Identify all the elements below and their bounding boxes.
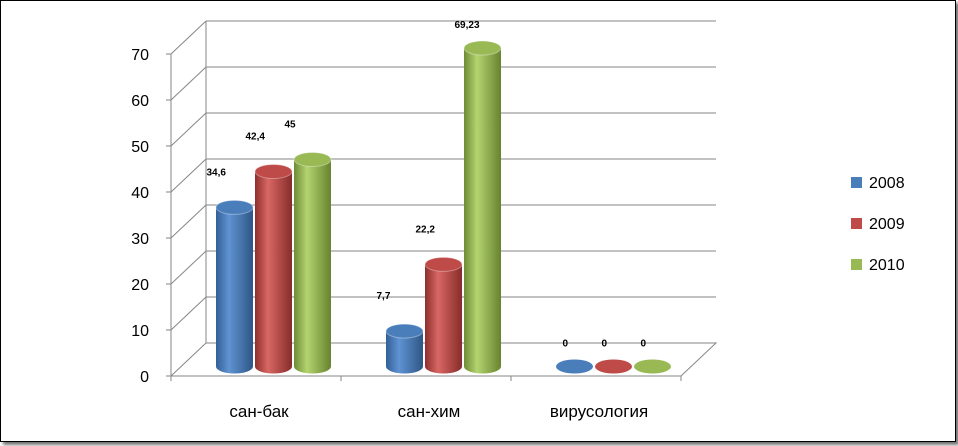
data-label: 45	[285, 120, 297, 131]
x-category-label: вирусология	[550, 402, 648, 421]
data-label: 7,7	[377, 291, 391, 302]
bar-base	[556, 359, 593, 374]
bar-base	[634, 359, 671, 374]
y-tick-label: 40	[131, 185, 149, 202]
bar-base	[595, 359, 632, 374]
y-tick-label: 60	[131, 93, 149, 110]
bar-2009-0	[254, 163, 293, 374]
legend-label: 2009	[869, 216, 905, 233]
bar-top	[215, 199, 254, 215]
legend-swatch	[851, 259, 862, 270]
legend: 2008 2009 2010	[851, 175, 905, 274]
bar-top	[254, 163, 293, 179]
data-label: 22,2	[416, 224, 436, 235]
gridline-side	[170, 296, 207, 331]
data-label: 0	[602, 339, 608, 350]
bar-2008-1	[385, 323, 424, 374]
bar-2010-0	[293, 152, 332, 374]
bar-top	[424, 256, 463, 272]
gridline-side	[170, 20, 207, 55]
bar-top	[463, 40, 502, 56]
data-label: 0	[563, 339, 569, 350]
bar-body	[425, 264, 462, 374]
legend-label: 2008	[869, 175, 905, 192]
y-tick-label: 70	[131, 47, 149, 64]
gridline-side	[170, 112, 207, 147]
bar-2009-1	[424, 256, 463, 374]
data-label: 0	[641, 339, 647, 350]
axes: 0 10 20 30 40 50 60 70 сан-бак сан-хим вирусология	[131, 47, 718, 421]
y-tick-label: 50	[131, 139, 149, 156]
bar-2008-2	[556, 359, 593, 374]
bar-2009-2	[595, 359, 632, 374]
bar-body	[216, 207, 253, 374]
gridline-side	[170, 204, 207, 239]
bar-body	[294, 159, 331, 374]
gridline-side	[170, 158, 207, 193]
data-label: 42,4	[246, 131, 266, 142]
data-label: 34,6	[207, 167, 227, 178]
bar-top	[385, 323, 424, 339]
bar-body	[386, 331, 423, 374]
bar-top	[293, 152, 332, 167]
gridline-side	[170, 250, 207, 285]
legend-swatch	[851, 218, 862, 229]
bar-body	[255, 171, 292, 374]
bar-2010-2	[634, 359, 671, 374]
bar-body	[464, 48, 501, 374]
y-tick-label: 10	[131, 323, 149, 340]
y-tick-label: 20	[131, 277, 149, 294]
x-category-label: сан-бак	[229, 402, 289, 421]
bars	[215, 40, 671, 374]
data-labels: 34,6 42,4 45 7,7 22,2 69,23 0 0 0	[207, 20, 647, 349]
legend-label: 2010	[869, 257, 905, 274]
legend-swatch	[851, 177, 862, 188]
bar-2010-1	[463, 40, 502, 374]
y-tick-label: 0	[140, 369, 149, 386]
bar-2008-0	[215, 199, 254, 374]
data-label: 69,23	[455, 20, 480, 31]
x-category-label: сан-хим	[398, 402, 461, 421]
gridline-side	[170, 66, 207, 101]
y-tick-label: 30	[131, 231, 149, 248]
